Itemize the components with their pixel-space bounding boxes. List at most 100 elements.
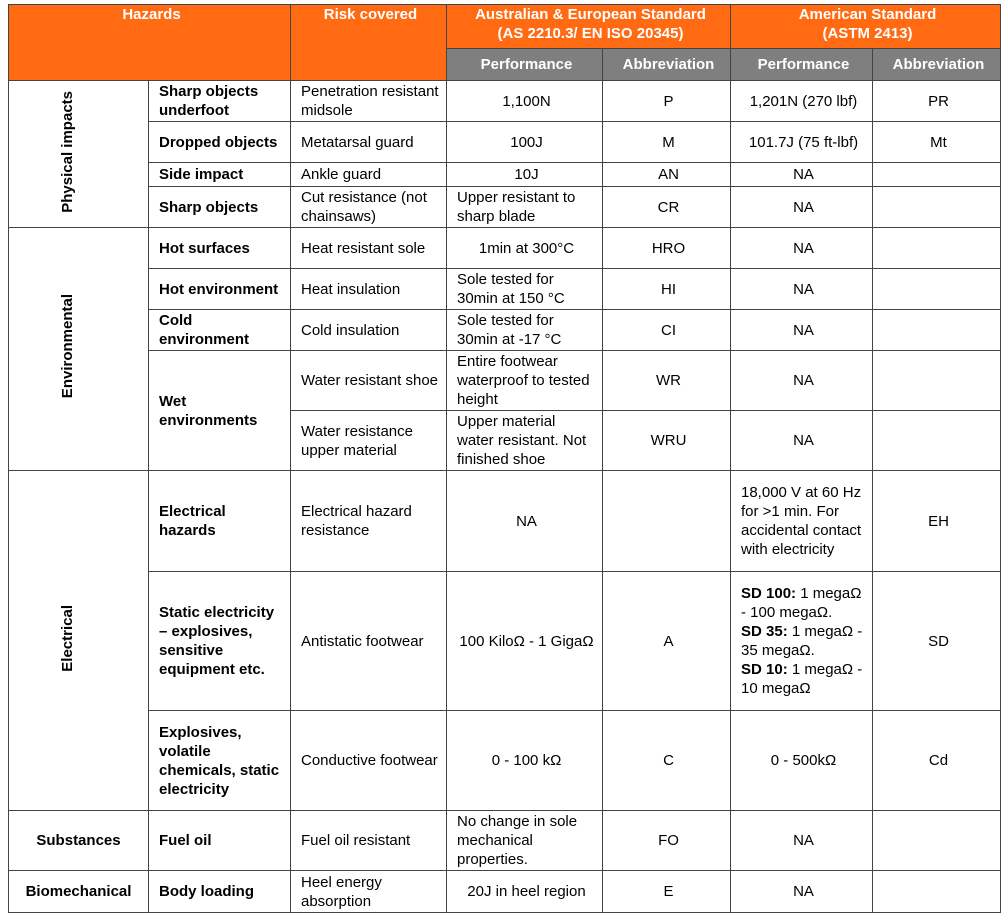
us-performance: 1,201N (270 lbf) [730, 80, 873, 122]
au-performance-text: 10J [514, 166, 539, 183]
us-performance-text: NA [793, 832, 814, 849]
au-abbreviation-text: E [663, 883, 674, 900]
risk-cell: Heat resistant sole [290, 227, 447, 269]
au-performance: Sole tested for 30min at -17 °C [446, 309, 603, 351]
hazard-cell: Electrical hazards [148, 470, 291, 572]
au-abbreviation-text: WRU [650, 432, 687, 449]
us-performance-code: SD 100: [741, 585, 797, 602]
table-row: Substances Fuel oil Fuel oil resistant No c… [8, 810, 1001, 871]
subheader-cell: Abbreviation [602, 48, 731, 81]
table-row: Biomechanical Body loading Heel energy abs… [8, 870, 1001, 913]
risk-cell: Fuel oil resistant [290, 810, 447, 871]
au-performance-text: 100 KiloΩ - 1 GigaΩ [459, 632, 594, 650]
au-abbreviation: C [602, 710, 731, 811]
us-abbreviation [872, 350, 1001, 411]
header-title: Australian & European Standard [475, 6, 706, 23]
us-performance-text: NA [793, 321, 814, 339]
risk-cell: Metatarsal guard [290, 121, 447, 163]
au-performance: 100 KiloΩ - 1 GigaΩ [446, 571, 603, 711]
hazard-cell: Wet environments [148, 350, 291, 471]
us-abbreviation-text: EH [928, 512, 949, 530]
us-abbreviation: Mt [872, 121, 1001, 163]
us-performance: NA [730, 870, 873, 913]
hazard-cell: Side impact [148, 162, 291, 187]
au-abbreviation: E [602, 870, 731, 913]
au-performance-text: Upper resistant to sharp blade [457, 189, 576, 225]
au-abbreviation: A [602, 571, 731, 711]
header-cell: Hazards [8, 4, 291, 81]
au-abbreviation-text: M [662, 133, 675, 151]
au-performance-text: NA [516, 512, 537, 530]
us-abbreviation-text: Mt [930, 133, 947, 151]
group-cell: Electrical [8, 470, 149, 811]
group-cell: Substances [8, 810, 149, 871]
au-performance-text: Entire footwear waterproof to tested hei… [457, 353, 590, 408]
us-performance: NA [730, 162, 873, 187]
au-abbreviation [602, 470, 731, 572]
us-performance: NA [730, 810, 873, 871]
au-performance-text: Upper material water resistant. Not fini… [457, 413, 587, 468]
risk-cell: Water resistance upper material [290, 410, 447, 471]
au-performance-text: 20J in heel region [467, 883, 586, 900]
hazard-cell: Hot environment [148, 268, 291, 310]
au-abbreviation-text: P [663, 92, 674, 110]
table-row: Wet environments Water resistant shoe Enti… [9, 350, 1001, 471]
au-performance: Upper material water resistant. Not fini… [446, 410, 603, 471]
subheader-cell: Performance [446, 48, 603, 81]
risk-cell: Ankle guard [290, 162, 447, 187]
us-abbreviation [872, 309, 1001, 351]
au-performance-text: No change in sole mechanical properties. [457, 813, 578, 868]
au-abbreviation-text: HRO [651, 239, 686, 257]
header-title: American Standard [798, 6, 937, 23]
us-performance-line: SD 100: 1 megaΩ - 100 megaΩ. [741, 584, 866, 622]
table-row: Static electricity – explosives, sensiti… [9, 571, 1001, 711]
us-performance-text: 1 megaΩ - 10 megaΩ [741, 661, 863, 697]
au-abbreviation: CI [602, 309, 731, 351]
au-performance: 100J [446, 121, 603, 163]
au-performance: Entire footwear waterproof to tested hei… [446, 350, 603, 411]
au-performance: 1min at 300°C [446, 227, 603, 269]
us-performance-text: NA [793, 239, 814, 257]
hazard-cell: Dropped objects [148, 121, 291, 163]
header-subtitle: (ASTM 2413) [822, 25, 913, 42]
risk-cell: Cut resistance (not chainsaws) [290, 186, 447, 228]
au-performance: Sole tested for 30min at 150 °C [446, 268, 603, 310]
group-cell: Environmental [8, 227, 149, 471]
au-abbreviation: HRO [602, 227, 731, 269]
us-performance-text: 0 - 500kΩ [770, 752, 837, 769]
au-performance: 1,100N [446, 80, 603, 122]
risk-cell: Heel energy absorption [290, 870, 447, 913]
au-abbreviation: CR [602, 186, 731, 228]
risk-cell: Antistatic footwear [290, 571, 447, 711]
us-performance: 18,000 V at 60 Hz for >1 min. For accide… [730, 470, 873, 572]
us-performance-code: SD 10: [741, 661, 788, 678]
hazard-table: Hazards Risk covered Australian & Europe… [8, 4, 1001, 913]
us-performance-text: NA [793, 280, 814, 298]
us-performance-text: 1 megaΩ - 35 megaΩ. [741, 623, 863, 659]
risk-cell: Water resistant shoe [290, 350, 447, 411]
group-cell: Physical impacts [8, 80, 149, 228]
group-cell: Biomechanical [8, 870, 149, 913]
hazard-cell: Sharp objects underfoot [148, 80, 291, 122]
hazard-cell: Sharp objects [148, 186, 291, 228]
us-abbreviation [872, 227, 1001, 269]
table-row: Side impact Ankle guard 10J AN NA [9, 162, 1001, 187]
us-performance-code: SD 35: [741, 623, 788, 640]
subheader-cell: Performance [730, 48, 873, 81]
au-abbreviation-text: CR [657, 198, 680, 216]
au-performance-text: 100J [510, 133, 543, 151]
group-label: Biomechanical [25, 883, 132, 900]
group-label: Electrical [58, 604, 76, 672]
us-abbreviation: SD [872, 571, 1001, 711]
us-performance-text: NA [793, 166, 814, 183]
us-performance: NA [730, 186, 873, 228]
us-performance: NA [730, 309, 873, 351]
us-abbreviation: PR [872, 80, 1001, 122]
au-abbreviation-text: CI [661, 321, 676, 339]
table-row: Hot environment Heat insulation Sole teste… [9, 268, 1001, 310]
table-row: Physical impacts Sharp objects underfoot P… [8, 80, 1001, 228]
us-performance-text: NA [793, 198, 814, 216]
subheader-cell: Abbreviation [872, 48, 1001, 81]
us-abbreviation [872, 410, 1001, 471]
us-abbreviation [872, 162, 1001, 187]
